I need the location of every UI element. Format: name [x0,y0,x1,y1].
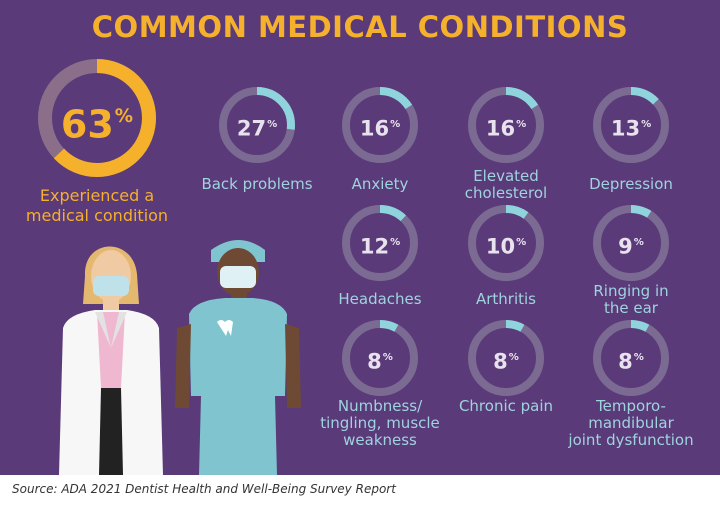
donut-9 [468,320,544,396]
donut-5-percent: 12% [359,234,401,259]
donut-4 [593,87,669,163]
page-title: COMMON MEDICAL CONDITIONS [91,10,629,44]
donut-8 [342,320,418,396]
donut-9-percent: 8% [493,349,519,374]
donut-1-arc [219,87,295,163]
donut-1 [219,87,295,163]
donut-2-arc [342,87,418,163]
donut-5-label: Headaches [338,290,422,308]
donut-1-percent: 27% [236,116,278,141]
donut-6-percent: 10% [485,234,527,259]
donut-2-percent: 16% [359,116,401,141]
donut-6 [468,205,544,281]
donut-5-arc [342,205,418,281]
donut-4-label: Depression [589,175,673,193]
donut-3 [468,87,544,163]
female-dentist-figure [59,246,163,475]
donut-5 [342,205,418,281]
donut-3-label: Elevated cholesterol [464,167,548,202]
donut-3-percent: 16% [485,116,527,141]
donut-10-label: Temporo-mandibular joint dysfunction [568,397,694,449]
donut-8-percent: 8% [367,349,393,374]
donut-7-percent: 9% [618,234,644,259]
donut-4-arc [593,87,669,163]
donut-6-arc [468,205,544,281]
donut-10-arc [593,320,669,396]
donut-8-label: Numbness/tingling, muscle weakness [320,397,440,449]
dentists-illustration [59,240,301,475]
headline-label: Experienced a medical condition [25,186,169,225]
donut-4-percent: 13% [610,116,652,141]
donut-10 [593,320,669,396]
headline-percent: 63% [60,102,134,147]
donut-2 [342,87,418,163]
donut-10-percent: 8% [618,349,644,374]
donut-7-arc [593,205,669,281]
donut-1-label: Back problems [201,175,313,193]
donut-9-arc [468,320,544,396]
donut-2-label: Anxiety [351,175,409,193]
headline-donut-arc [38,59,156,177]
donut-7 [593,205,669,281]
donut-8-arc [342,320,418,396]
donut-3-arc [468,87,544,163]
donut-9-label: Chronic pain [458,397,554,415]
donut-7-label: Ringing in the ear [593,282,669,317]
male-dentist-figure [175,240,301,475]
donut-6-label: Arthritis [475,290,536,308]
source-note: Source: ADA 2021 Dentist Health and Well… [12,482,396,496]
headline-donut [38,59,156,177]
